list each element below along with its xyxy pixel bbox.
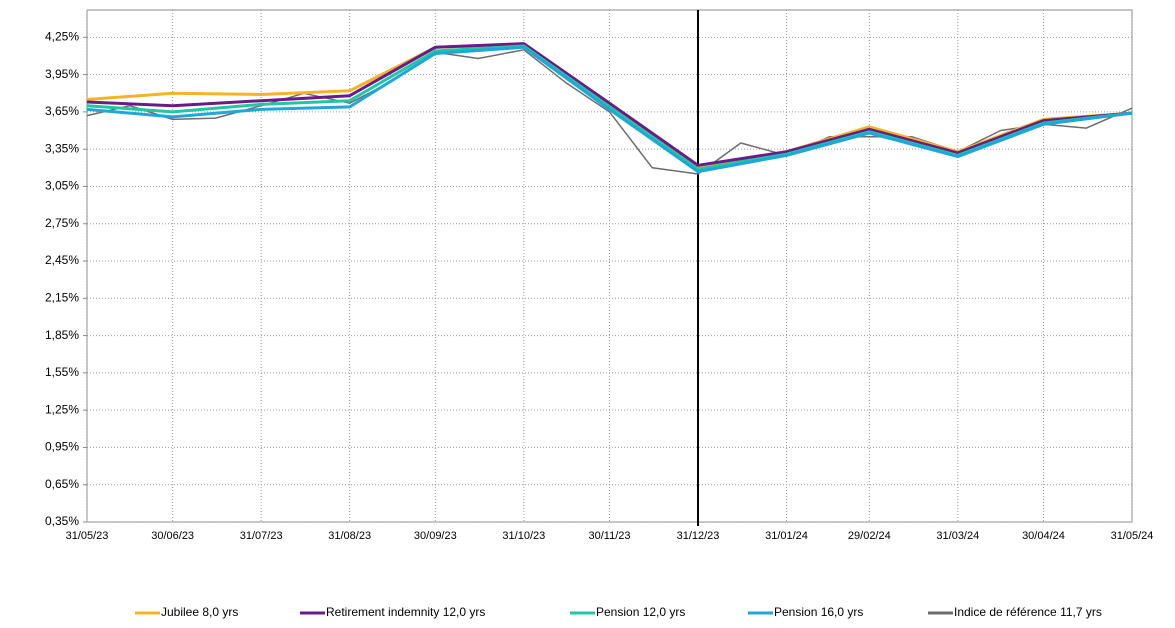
x-tick-label: 30/06/23 xyxy=(151,530,194,542)
legend-label: Pension 12,0 yrs xyxy=(596,605,685,619)
series-line xyxy=(86,42,1133,167)
legend-label: Pension 16,0 yrs xyxy=(774,605,863,619)
x-tick-label: 30/04/24 xyxy=(1022,530,1065,542)
y-tick-label: 2,45% xyxy=(45,253,79,267)
y-tick-label: 4,25% xyxy=(45,30,79,44)
x-tick-label: 31/05/23 xyxy=(66,530,109,542)
y-tick-label: 0,95% xyxy=(45,440,79,454)
legend-label: Jubilee 8,0 yrs xyxy=(161,605,238,619)
y-tick-label: 2,75% xyxy=(45,216,79,230)
x-tick-label: 31/03/24 xyxy=(936,530,979,542)
y-tick-label: 0,35% xyxy=(45,514,79,528)
y-tick-label: 1,25% xyxy=(45,402,79,416)
x-tick-label: 31/05/24 xyxy=(1111,530,1154,542)
x-tick-label: 31/08/23 xyxy=(328,530,371,542)
y-tick-label: 3,35% xyxy=(45,141,79,155)
x-tick-label: 30/11/23 xyxy=(588,530,630,542)
legend-label: Indice de référence 11,7 yrs xyxy=(954,605,1102,619)
x-tick-label: 31/12/23 xyxy=(677,530,720,542)
x-tick-label: 31/01/24 xyxy=(765,530,808,542)
y-tick-label: 1,85% xyxy=(45,328,79,342)
series-line xyxy=(86,45,1133,174)
y-tick-label: 1,55% xyxy=(45,365,79,379)
y-tick-label: 2,15% xyxy=(45,290,79,304)
y-tick-label: 3,65% xyxy=(45,104,79,118)
y-tick-label: 0,65% xyxy=(45,477,79,491)
x-tick-label: 30/09/23 xyxy=(414,530,457,542)
legend-label: Retirement indemnity 12,0 yrs xyxy=(326,605,485,619)
x-tick-label: 31/07/23 xyxy=(240,530,283,542)
x-tick-label: 31/10/23 xyxy=(502,530,545,542)
x-tick-label: 29/02/24 xyxy=(848,530,891,542)
y-tick-label: 3,95% xyxy=(45,67,79,81)
y-tick-label: 3,05% xyxy=(45,179,79,193)
